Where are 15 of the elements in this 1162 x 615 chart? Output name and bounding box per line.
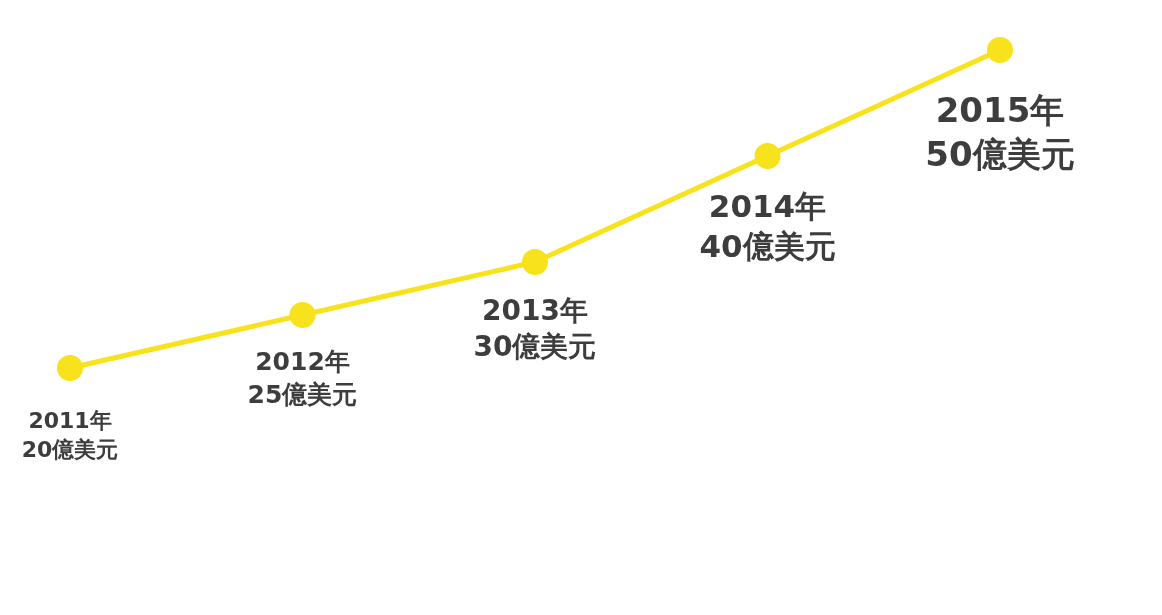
x-tick-label: 2011年: [28, 408, 112, 433]
data-label: 20億美元: [21, 436, 119, 462]
point: [987, 37, 1013, 63]
point: [289, 302, 316, 328]
point: [522, 249, 548, 275]
point: [57, 355, 83, 381]
data-label: 50億美元: [925, 134, 1075, 175]
x-tick-label: 2014年: [708, 188, 827, 224]
data-label: 30億美元: [473, 330, 597, 364]
x-tick-label: 2015年: [935, 90, 1065, 130]
data-label: 40億美元: [699, 228, 836, 265]
point: [754, 143, 781, 169]
x-tick-label: 2012年: [255, 347, 350, 376]
data-label: 25億美元: [247, 379, 358, 409]
x-tick-label: 2013年: [482, 294, 588, 327]
